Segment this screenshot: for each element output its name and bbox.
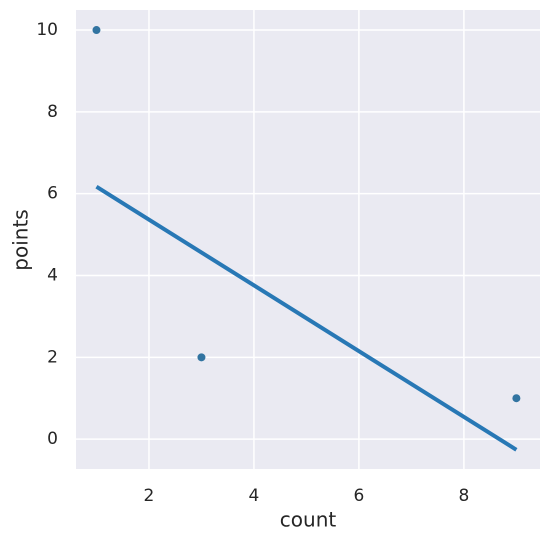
x-tick-label: 4 bbox=[249, 486, 260, 506]
y-axis-label: points bbox=[9, 209, 33, 270]
y-tick-label: 0 bbox=[47, 429, 58, 449]
x-tick-label: 6 bbox=[353, 486, 364, 506]
scatter-point bbox=[92, 26, 101, 35]
plot-area bbox=[76, 10, 540, 469]
scatter-point bbox=[512, 394, 521, 403]
y-tick-label: 10 bbox=[36, 20, 58, 40]
regression-line bbox=[95, 185, 518, 452]
y-tick-label: 2 bbox=[47, 347, 58, 367]
x-tick-label: 2 bbox=[144, 486, 155, 506]
y-tick-label: 4 bbox=[47, 266, 58, 286]
y-tick-label: 6 bbox=[47, 184, 58, 204]
scatter-point bbox=[197, 353, 206, 362]
y-tick-label: 8 bbox=[47, 102, 58, 122]
x-axis-label: count bbox=[280, 508, 337, 532]
x-tick-label: 8 bbox=[458, 486, 469, 506]
